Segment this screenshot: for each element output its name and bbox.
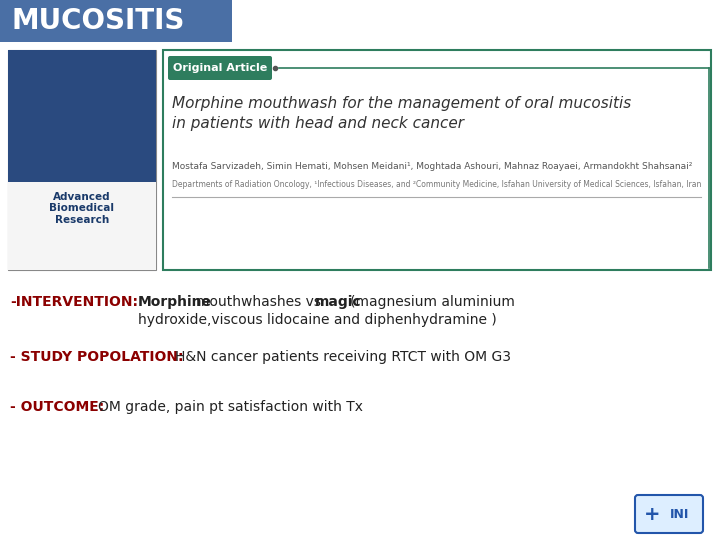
Text: INI: INI (670, 508, 690, 521)
Text: MUCOSITIS: MUCOSITIS (12, 7, 185, 35)
Text: Departments of Radiation Oncology, ¹Infectious Diseases, and ²Community Medicine: Departments of Radiation Oncology, ¹Infe… (172, 180, 701, 189)
Text: H&N cancer patients receiving RTCT with OM G3: H&N cancer patients receiving RTCT with … (175, 350, 511, 364)
Text: in patients with head and neck cancer: in patients with head and neck cancer (172, 116, 464, 131)
FancyBboxPatch shape (635, 495, 703, 533)
Text: - OUTCOME:: - OUTCOME: (10, 400, 104, 414)
Text: Original Article: Original Article (173, 63, 267, 73)
FancyBboxPatch shape (168, 56, 272, 80)
Bar (8, 50, 156, 270)
Bar (0, 0, 232, 42)
Text: OM grade, pain pt satisfaction with Tx: OM grade, pain pt satisfaction with Tx (98, 400, 363, 414)
Text: - STUDY POPOLATION:: - STUDY POPOLATION: (10, 350, 184, 364)
Text: +: + (644, 504, 660, 523)
Text: Advanced
Biomedical
Research: Advanced Biomedical Research (50, 192, 114, 225)
Bar (163, 50, 711, 270)
Text: hydroxide,viscous lidocaine and diphenhydramine ): hydroxide,viscous lidocaine and diphenhy… (138, 313, 497, 327)
Text: magic: magic (315, 295, 361, 309)
Text: mouthwhashes vs: mouthwhashes vs (196, 295, 321, 309)
Text: -INTERVENTION:: -INTERVENTION: (10, 295, 138, 309)
Text: (magnesium aluminium: (magnesium aluminium (350, 295, 515, 309)
Bar (8, 50, 156, 182)
Text: Morphine mouthwash for the management of oral mucositis: Morphine mouthwash for the management of… (172, 96, 631, 111)
Text: Morphine: Morphine (138, 295, 212, 309)
Text: Mostafa Sarvizadeh, Simin Hemati, Mohsen Meidani¹, Moghtada Ashouri, Mahnaz Roay: Mostafa Sarvizadeh, Simin Hemati, Mohsen… (172, 162, 693, 171)
Bar (8, 182, 156, 270)
